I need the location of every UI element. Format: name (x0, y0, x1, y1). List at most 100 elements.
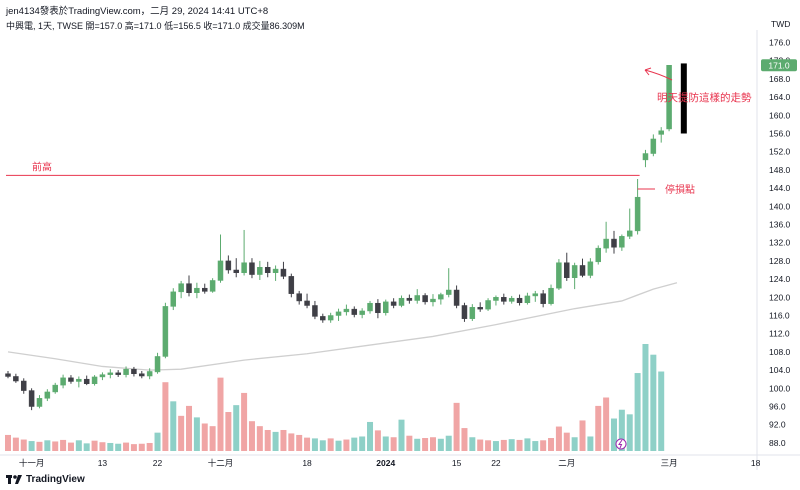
candle-body (257, 267, 263, 275)
candle-body (524, 295, 531, 304)
annotation-arrow (644, 69, 673, 81)
volume-bar (603, 397, 610, 451)
x-tick-label: 22 (153, 458, 163, 468)
y-tick-label: 168.0 (769, 74, 791, 84)
volume-bar (296, 434, 303, 451)
candle-body (571, 265, 578, 278)
volume-bar (256, 426, 263, 451)
y-tick-label: 152.0 (769, 147, 791, 157)
candle-body (131, 368, 137, 374)
volume-bar (20, 439, 27, 451)
candle-body (414, 295, 420, 301)
candle-body (28, 390, 35, 407)
y-tick-label: 128.0 (769, 256, 791, 266)
volume-bar (374, 430, 381, 451)
candle-body (91, 376, 98, 384)
candle-body (556, 262, 562, 289)
volume-bar (107, 442, 114, 451)
candle-body (406, 297, 413, 301)
volume-bar (36, 441, 43, 451)
candle-body (666, 65, 672, 130)
y-tick-label: 160.0 (769, 110, 791, 120)
volume-bar (335, 440, 342, 451)
candle-body (68, 377, 74, 382)
x-tick-label: 18 (302, 458, 312, 468)
volume-bar (217, 377, 224, 451)
volume-bar (579, 420, 586, 451)
moving-average-line (7, 282, 678, 371)
candle-body (202, 287, 208, 292)
volume-bar (241, 392, 248, 451)
candle-body (390, 301, 397, 306)
candle-body (162, 306, 169, 357)
candle-body (264, 267, 271, 273)
symbol-legend: 中興電, 1天, TWSE 開=157.0 高=171.0 低=156.5 收=… (6, 21, 305, 31)
candle-body (272, 268, 279, 273)
candle-body (516, 297, 523, 304)
candle-body (288, 276, 295, 294)
x-tick-label: 十二月 (208, 458, 234, 468)
candle-body (139, 373, 145, 377)
currency-label: TWD (771, 19, 790, 29)
volume-bar (186, 405, 193, 451)
annotation-arrow-head (644, 67, 652, 76)
tradingview-logo-icon (6, 475, 22, 484)
candle-body (99, 374, 106, 378)
volume-bar (288, 433, 295, 451)
candle-body (375, 302, 381, 314)
candle-body (241, 262, 247, 273)
volume-bar (453, 402, 460, 451)
candle-body (186, 283, 192, 293)
candle-body (170, 291, 177, 307)
volume-bar (445, 435, 452, 451)
stop-loss-label: 停損點 (665, 183, 695, 196)
candle-body (595, 247, 601, 263)
candle-body (564, 262, 570, 278)
volume-bar (390, 437, 397, 451)
volume-bar (209, 426, 216, 451)
volume-bar (272, 431, 279, 451)
y-tick-label: 96.0 (769, 402, 786, 412)
candle-body (217, 260, 224, 281)
candle-body (225, 260, 232, 271)
candle-body (36, 398, 43, 407)
candle-body (398, 297, 405, 306)
volume-bar (193, 417, 200, 451)
volume-bar (225, 412, 232, 451)
candle-body (107, 372, 114, 375)
volume-bar (485, 440, 492, 451)
candle-body (445, 289, 452, 295)
y-tick-label: 148.0 (769, 165, 791, 175)
candle-body (280, 268, 287, 277)
volume-bar (422, 438, 429, 451)
volume-bar (548, 438, 555, 451)
candle-body (532, 293, 539, 297)
volume-bar (12, 437, 19, 451)
volume-bar (115, 443, 122, 451)
volume-bar (477, 439, 484, 451)
x-tick-label: 三月 (661, 458, 678, 468)
candle-body (76, 378, 82, 382)
tradingview-footer: TradingView (6, 474, 85, 485)
volume-bar (351, 437, 358, 451)
volume-bar (437, 438, 444, 451)
candle-body (320, 316, 326, 321)
candle-body (626, 230, 633, 237)
y-tick-label: 176.0 (769, 38, 791, 48)
volume-bar (319, 440, 326, 451)
volume-bar (264, 429, 271, 451)
hypothetical-black-candle (680, 63, 687, 134)
candle-body (20, 380, 27, 391)
prior-high-label: 前高 (32, 160, 52, 173)
candle-body (501, 297, 507, 302)
volume-bar (343, 439, 350, 451)
candle-body (249, 262, 255, 275)
y-tick-label: 104.0 (769, 365, 791, 375)
y-tick-label: 164.0 (769, 92, 791, 102)
candle-body (52, 384, 58, 393)
candle-body (367, 302, 373, 312)
volume-bar (367, 421, 374, 451)
tradingview-brand: TradingView (26, 474, 85, 485)
x-tick-label: 2024 (376, 458, 395, 468)
